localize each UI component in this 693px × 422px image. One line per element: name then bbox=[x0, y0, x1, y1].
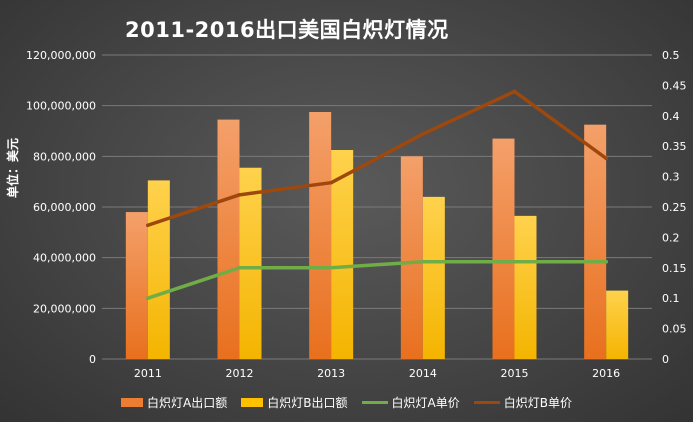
bar-b-export bbox=[147, 180, 170, 359]
bar-b-export bbox=[514, 215, 537, 359]
line-a-unit-price bbox=[146, 259, 608, 300]
line-point bbox=[329, 266, 333, 270]
line-point bbox=[421, 259, 425, 264]
y-tick-label: 0 bbox=[89, 353, 96, 366]
y-tick-label: 100,000,000 bbox=[26, 100, 96, 113]
y-tick-label: 60,000,000 bbox=[33, 201, 96, 214]
line-point bbox=[604, 259, 608, 264]
line-b-unit-price bbox=[146, 89, 608, 227]
legend-label: 白炽灯A单价 bbox=[391, 396, 460, 410]
legend-swatch bbox=[361, 401, 388, 404]
bar-b-export bbox=[239, 167, 262, 359]
y-tick-label: 120,000,000 bbox=[26, 49, 96, 62]
x-tick-label: 2016 bbox=[592, 367, 620, 380]
line-point bbox=[512, 89, 517, 94]
x-tick-label: 2015 bbox=[501, 367, 529, 380]
line-point bbox=[237, 266, 242, 270]
y2-tick-label: 0 bbox=[662, 353, 669, 366]
y2-tick-label: 0.1 bbox=[662, 292, 680, 305]
legend-label: 白炽灯B出口额 bbox=[267, 396, 348, 410]
y2-tick-label: 0.2 bbox=[662, 231, 680, 244]
line-point bbox=[146, 296, 150, 301]
y-tick-label: 20,000,000 bbox=[33, 302, 96, 315]
x-tick-label: 2011 bbox=[134, 367, 162, 380]
y2-tick-label: 0.25 bbox=[662, 201, 687, 214]
legend-item: 白炽灯B出口额 bbox=[241, 394, 348, 411]
x-tick-label: 2013 bbox=[317, 367, 345, 380]
line-point bbox=[421, 132, 425, 136]
x-tick-label: 2014 bbox=[409, 367, 437, 380]
legend-swatch bbox=[121, 398, 144, 407]
y-tick-label: 80,000,000 bbox=[33, 150, 96, 163]
y-tick-label: 40,000,000 bbox=[33, 252, 96, 265]
line-point bbox=[237, 193, 242, 197]
line-point bbox=[329, 180, 333, 185]
line-point bbox=[146, 223, 150, 228]
y2-tick-label: 0.4 bbox=[662, 110, 680, 123]
bar-a-export bbox=[400, 156, 423, 359]
legend-item: 白炽灯A出口额 bbox=[121, 394, 227, 411]
y2-tick-label: 0.15 bbox=[662, 262, 687, 275]
legend-item: 白炽灯B单价 bbox=[473, 394, 572, 411]
y2-tick-label: 0.5 bbox=[662, 49, 680, 62]
chart-title: 2011-2016出口美国白炽灯情况 bbox=[125, 18, 449, 42]
bar-b-export bbox=[606, 290, 629, 359]
line-point bbox=[604, 156, 608, 161]
bar-a-export bbox=[125, 212, 148, 359]
y2-tick-label: 0.05 bbox=[662, 323, 687, 336]
y2-tick-label: 0.3 bbox=[662, 171, 680, 184]
bar-b-export bbox=[422, 196, 445, 359]
legend-label: 白炽灯A出口额 bbox=[147, 396, 228, 410]
legend-swatch bbox=[473, 401, 500, 404]
legend-item: 白炽灯A单价 bbox=[361, 394, 460, 411]
legend: 白炽灯A出口额 白炽灯B出口额 白炽灯A单价 白炽灯B单价 bbox=[0, 394, 693, 411]
legend-label: 白炽灯B单价 bbox=[503, 396, 572, 410]
legend-swatch bbox=[241, 398, 264, 407]
bar-a-export bbox=[309, 112, 332, 359]
x-tick-label: 2012 bbox=[226, 367, 254, 380]
bar-b-export bbox=[331, 150, 354, 359]
y2-tick-label: 0.45 bbox=[662, 79, 687, 92]
bar-a-export bbox=[217, 119, 240, 359]
bar-a-export bbox=[492, 138, 515, 359]
bar-a-export bbox=[584, 124, 607, 360]
y2-tick-label: 0.35 bbox=[662, 140, 687, 153]
line-point bbox=[512, 259, 517, 264]
